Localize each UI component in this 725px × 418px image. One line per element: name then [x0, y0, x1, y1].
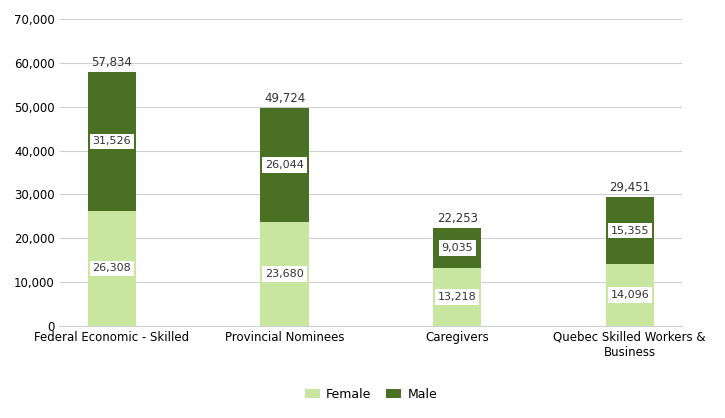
- Bar: [260, 222, 309, 326]
- Text: 22,253: 22,253: [436, 212, 478, 225]
- Bar: [605, 264, 654, 326]
- Bar: [88, 211, 136, 326]
- Text: 13,218: 13,218: [438, 292, 476, 302]
- Text: 57,834: 57,834: [91, 56, 133, 69]
- Bar: [433, 268, 481, 326]
- Text: 29,451: 29,451: [609, 181, 650, 194]
- Text: 14,096: 14,096: [610, 290, 649, 300]
- Text: 26,308: 26,308: [93, 263, 131, 273]
- Text: 23,680: 23,680: [265, 269, 304, 279]
- Text: 15,355: 15,355: [610, 225, 649, 235]
- Text: 31,526: 31,526: [93, 136, 131, 146]
- Bar: [260, 108, 309, 222]
- Bar: [605, 197, 654, 264]
- Bar: [433, 228, 481, 268]
- Text: 49,724: 49,724: [264, 92, 305, 105]
- Legend: Female, Male: Female, Male: [299, 383, 442, 406]
- Bar: [88, 72, 136, 211]
- Text: 9,035: 9,035: [442, 243, 473, 253]
- Text: 26,044: 26,044: [265, 160, 304, 170]
